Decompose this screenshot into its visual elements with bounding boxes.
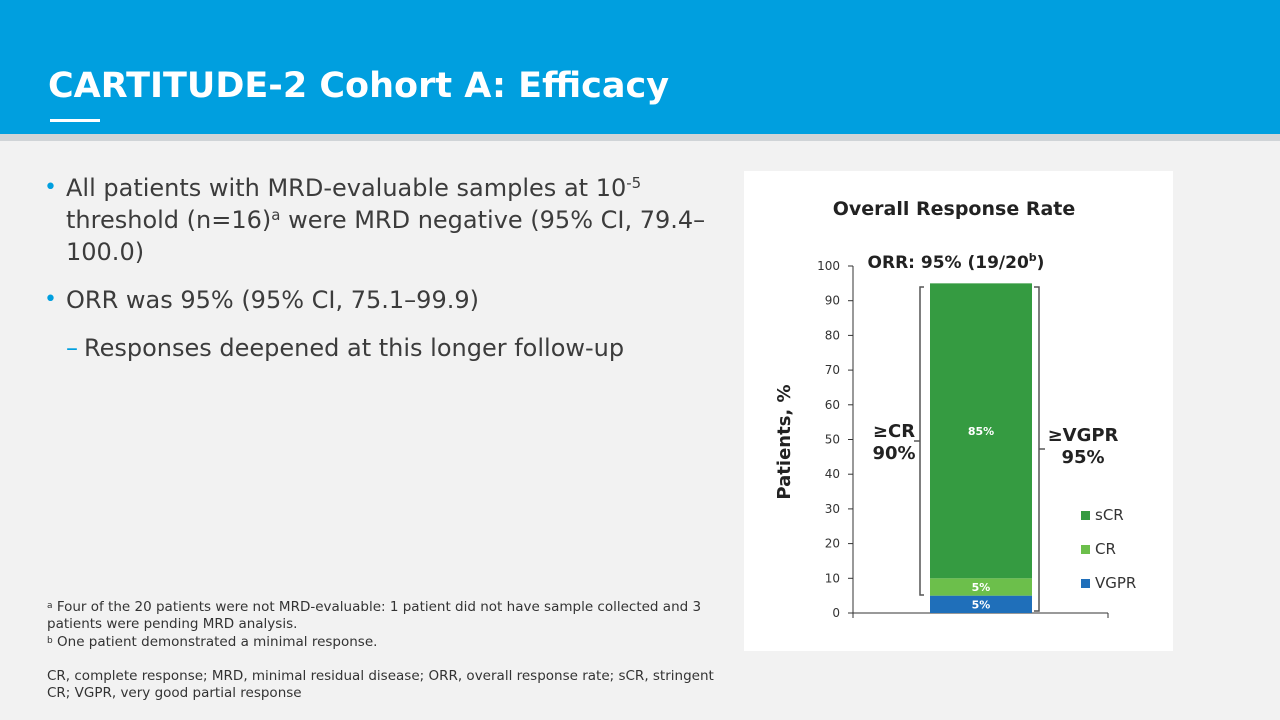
- y-tick-label: 10: [825, 571, 840, 585]
- y-tick-label: 100: [817, 259, 840, 273]
- footnote-b: b One patient demonstrated a minimal res…: [47, 633, 727, 651]
- bar-segment-scr: [930, 283, 1032, 579]
- y-axis-label: Patients, %: [774, 384, 795, 499]
- orr-header-label-pre: ORR: 95% (19/20: [868, 253, 1029, 273]
- bracket-left-label-line1: ≥CR: [873, 421, 915, 442]
- y-tick-label: 70: [825, 363, 840, 377]
- footnote-b-text: One patient demonstrated a minimal respo…: [57, 634, 378, 650]
- y-tick-label: 50: [825, 433, 840, 447]
- bracket-left-label-line2: 90%: [872, 443, 915, 464]
- footnotes: a Four of the 20 patients were not MRD-e…: [47, 598, 727, 702]
- y-tick-label: 0: [832, 606, 840, 620]
- sub-bullet-responses-text: Responses deepened at this longer follow…: [84, 334, 625, 362]
- bullet-mrd-text-post: were MRD negative (95% CI, 79.4–100.0): [66, 206, 706, 266]
- y-tick-label: 90: [825, 294, 840, 308]
- bar-label-scr: 85%: [968, 425, 994, 438]
- stacked-bar: 5% 5% 85%: [930, 283, 1032, 613]
- bullet-dot-icon: •: [44, 175, 57, 200]
- y-tick-label: 40: [825, 467, 840, 481]
- y-tick-label: 20: [825, 537, 840, 551]
- legend-label-scr: sCR: [1095, 506, 1124, 524]
- header-divider: [0, 134, 1280, 141]
- chart-panel: Overall Response Rate ORR: 95% (19/20b) …: [744, 171, 1173, 651]
- bullet-dot-icon: •: [44, 287, 57, 312]
- orr-header-label-post: ): [1037, 253, 1045, 273]
- y-axis: 0 10 20 30 40 50 60 70 80 90 100: [817, 259, 1109, 620]
- bracket-right: ≥VGPR 95%: [1034, 286, 1119, 612]
- bracket-left-line: [919, 286, 924, 596]
- bar-segment-cr: [930, 578, 1032, 596]
- bullet-mrd-exponent: -5: [626, 174, 642, 192]
- footnote-a: a Four of the 20 patients were not MRD-e…: [47, 598, 727, 633]
- bullet-mrd-text-pre: All patients with MRD-evaluable samples …: [66, 174, 627, 202]
- bracket-right-label-line2: 95%: [1061, 447, 1104, 468]
- bar-label-cr: 5%: [972, 581, 991, 594]
- bracket-left: ≥CR 90%: [872, 286, 924, 596]
- footnote-a-marker: a: [47, 601, 53, 611]
- bullet-mrd-footnote-ref: a: [271, 206, 281, 224]
- chart-title: Overall Response Rate: [833, 198, 1076, 220]
- orr-chart: Overall Response Rate ORR: 95% (19/20b) …: [774, 198, 1136, 620]
- y-tick-label: 30: [825, 502, 840, 516]
- bullet-orr: • ORR was 95% (95% CI, 75.1–99.9): [44, 284, 724, 316]
- bullet-orr-text: ORR was 95% (95% CI, 75.1–99.9): [66, 286, 479, 314]
- slide-title: CARTITUDE-2 Cohort A: Efficacy: [48, 66, 670, 106]
- bracket-right-label-line1: ≥VGPR: [1048, 425, 1119, 446]
- y-tick-label: 80: [825, 328, 840, 342]
- sub-bullet-responses: – Responses deepened at this longer foll…: [44, 332, 724, 364]
- chart-legend: sCR CR VGPR: [1081, 506, 1136, 592]
- title-underline: [50, 119, 100, 122]
- bullet-mrd: • All patients with MRD-evaluable sample…: [44, 172, 724, 268]
- orr-header-label: ORR: 95% (19/20b): [868, 251, 1045, 273]
- orr-header-label-sup: b: [1029, 251, 1037, 264]
- bracket-right-line: [1034, 286, 1040, 612]
- footnote-a-text: Four of the 20 patients were not MRD-eva…: [47, 599, 702, 632]
- legend-label-vgpr: VGPR: [1095, 574, 1136, 592]
- sub-bullet-dash-icon: –: [66, 334, 78, 362]
- legend-swatch-scr: [1081, 511, 1090, 520]
- bar-segment-vgpr: [930, 595, 1032, 613]
- footnote-b-marker: b: [47, 636, 53, 646]
- bullet-list: • All patients with MRD-evaluable sample…: [44, 172, 724, 364]
- legend-label-cr: CR: [1095, 540, 1116, 558]
- header-bar: [0, 0, 1280, 134]
- footnote-abbreviations: CR, complete response; MRD, minimal resi…: [47, 668, 714, 701]
- legend-swatch-vgpr: [1081, 579, 1090, 588]
- legend-swatch-cr: [1081, 545, 1090, 554]
- y-tick-label: 60: [825, 398, 840, 412]
- bar-label-vgpr: 5%: [972, 598, 991, 611]
- bullet-mrd-text-mid: threshold (n=16): [66, 206, 272, 234]
